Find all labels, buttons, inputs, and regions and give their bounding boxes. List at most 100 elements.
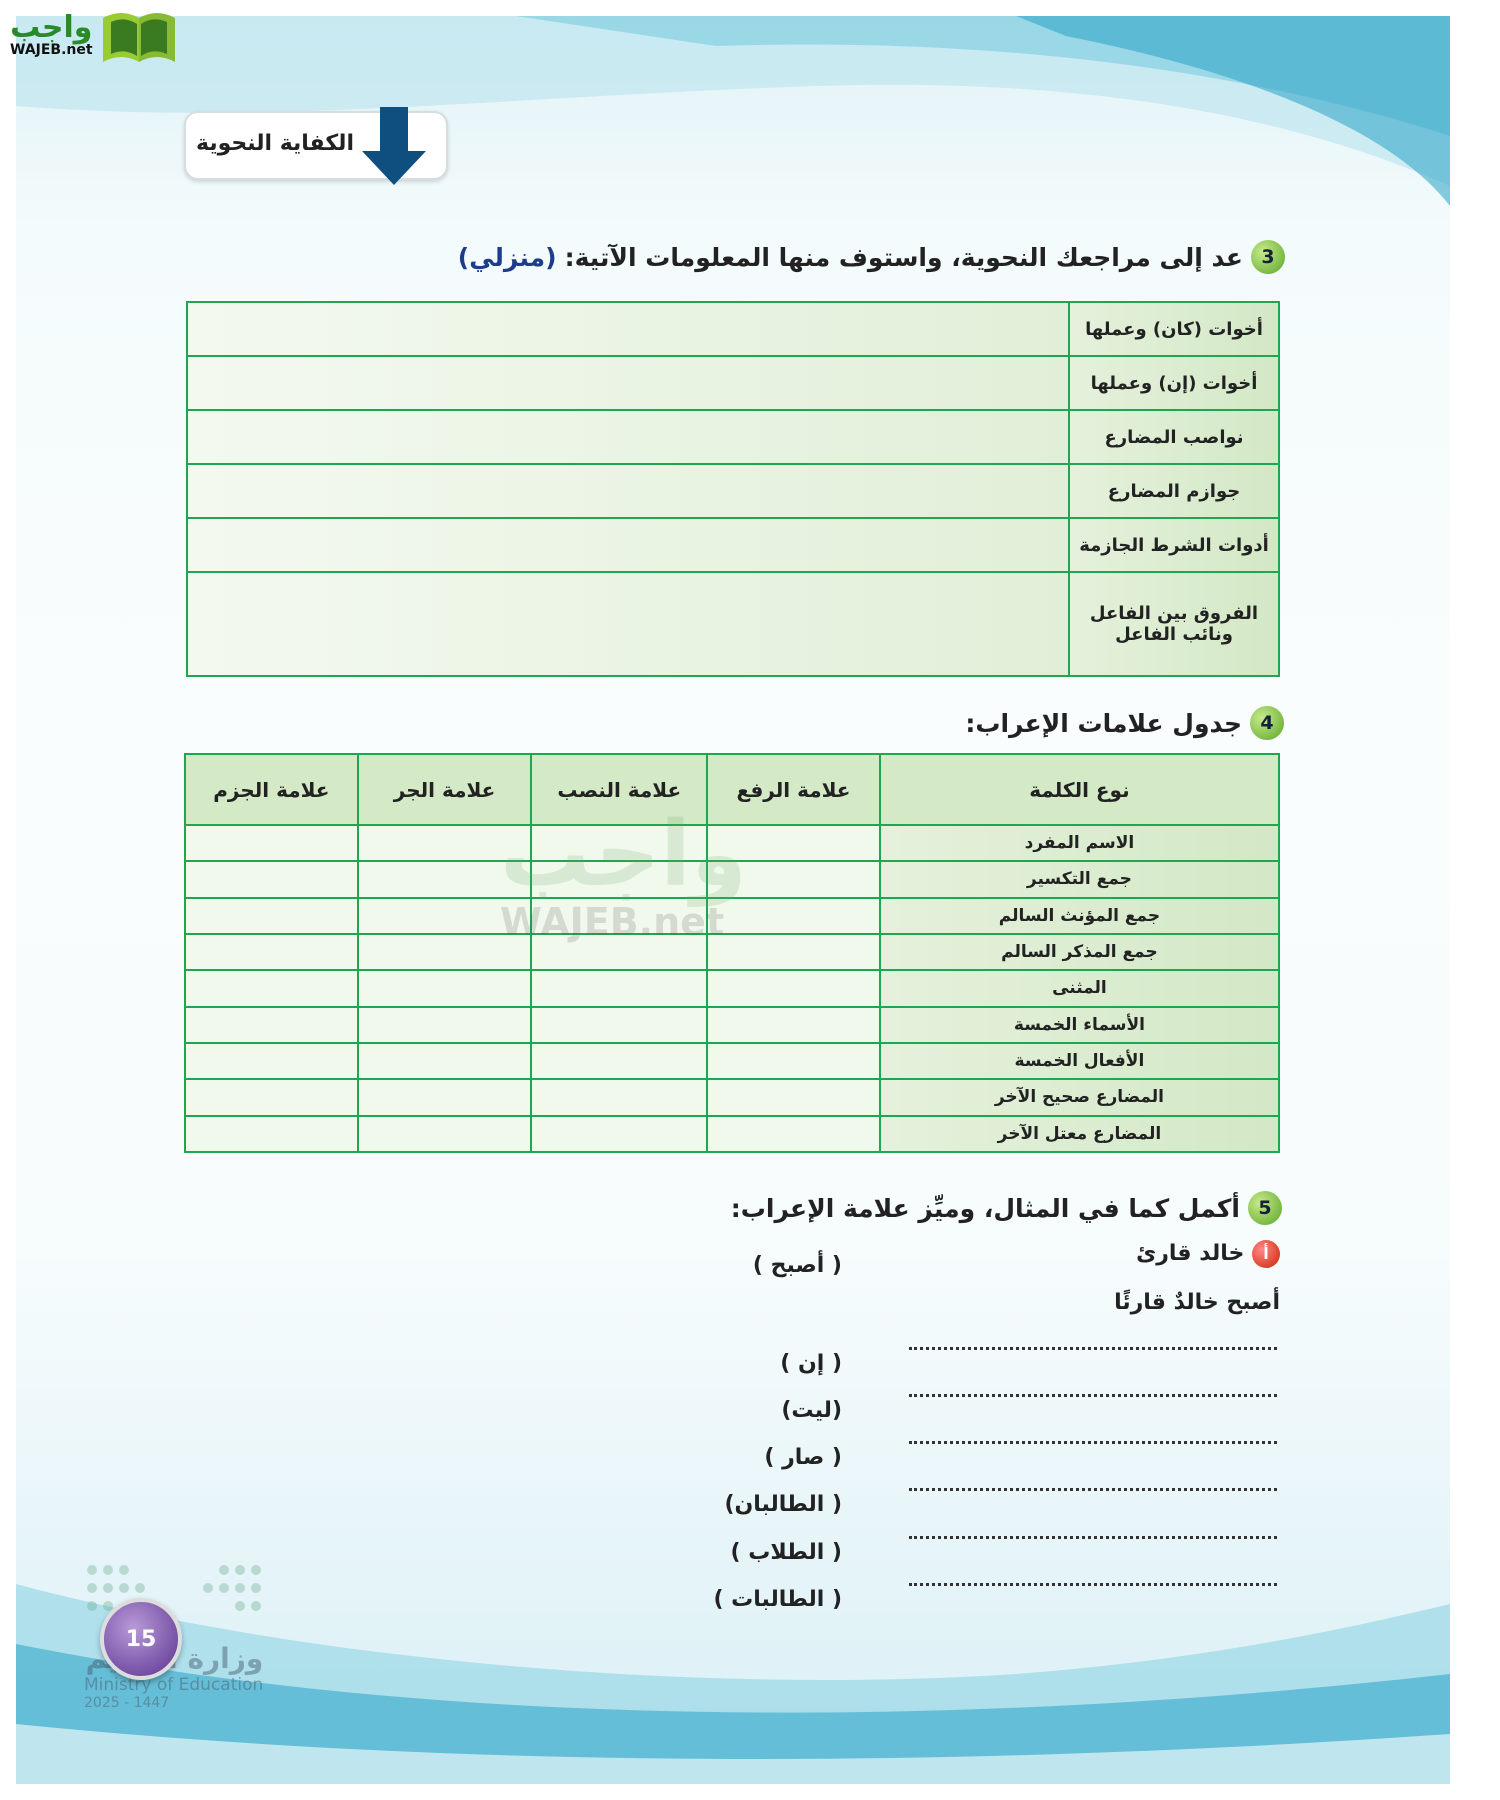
answer-cell[interactable]: [356, 823, 533, 863]
answer-cell[interactable]: [706, 969, 881, 1008]
option-label: (ليت): [781, 1398, 842, 1423]
question-3-text: عد إلى مراجعك النحوية، واستوف منها المعل…: [564, 242, 1243, 272]
column-header: علامة الجزم: [184, 753, 359, 826]
word-type-cell: الأفعال الخمسة: [878, 1041, 1281, 1081]
example-option: ( أصبح ): [752, 1253, 842, 1278]
answer-cell[interactable]: [530, 860, 709, 899]
question-number-badge: 3: [1251, 240, 1285, 274]
answer-line[interactable]: [909, 1347, 1277, 1350]
answer-cell[interactable]: [184, 1114, 359, 1154]
answer-cell[interactable]: [184, 969, 359, 1008]
answer-line[interactable]: [909, 1536, 1277, 1539]
option-label: ( صار ): [764, 1445, 842, 1470]
answer-cell[interactable]: [356, 1005, 533, 1044]
answer-cell[interactable]: [186, 571, 1070, 677]
answer-cell[interactable]: [186, 300, 1070, 358]
watermark: واجب WAJEB.net: [500, 802, 747, 945]
answer-cell[interactable]: [530, 1041, 709, 1081]
word-type-cell: جمع المؤنث السالم: [878, 896, 1281, 935]
homework-tag: (منزلي): [457, 242, 557, 272]
answer-line[interactable]: [909, 1441, 1277, 1444]
answer-cell[interactable]: [186, 409, 1070, 466]
table-row: نواصب المضارع: [186, 409, 1280, 466]
table-row: جمع المؤنث السالم: [184, 896, 1281, 935]
bottom-wave-decoration: [16, 1584, 1450, 1784]
answer-cell[interactable]: [530, 1005, 709, 1044]
ministry-logo-dots: [87, 1565, 261, 1611]
word-type-cell: المضارع معتل الآخر: [878, 1114, 1281, 1154]
grammar-info-table: أخوات (كان) وعملها أخوات (إن) وعملها نواصب…: [186, 300, 1280, 677]
question-4-text: جدول علامات الإعراب:: [965, 708, 1242, 738]
answer-cell[interactable]: [706, 1005, 881, 1044]
example-sentence: أ خالد قارئ: [1136, 1240, 1280, 1268]
answer-cell[interactable]: [706, 1078, 881, 1117]
answer-cell[interactable]: [530, 823, 709, 863]
wajeb-logo: واجب WAJEB.net: [10, 4, 179, 66]
answer-cell[interactable]: [186, 517, 1070, 574]
question-4-heading: 4 جدول علامات الإعراب:: [965, 706, 1284, 740]
logo-text-ar: واجب: [10, 10, 93, 45]
answer-cell[interactable]: [706, 932, 881, 972]
inflection-marks-table: نوع الكلمة علامة الرفع علامة النصب علامة ال…: [184, 753, 1281, 1154]
answer-cell[interactable]: [530, 896, 709, 935]
answer-cell[interactable]: [706, 1114, 881, 1154]
word-type-cell: جمع المذكر السالم: [878, 932, 1281, 972]
word-type-cell: الأسماء الخمسة: [878, 1005, 1281, 1044]
answer-line[interactable]: [909, 1583, 1277, 1586]
answer-cell[interactable]: [530, 969, 709, 1008]
column-header: علامة الجر: [356, 753, 533, 826]
answer-cell[interactable]: [356, 1114, 533, 1154]
item-letter-badge: أ: [1252, 1240, 1280, 1268]
answer-cell[interactable]: [356, 969, 533, 1008]
answer-cell[interactable]: [530, 1114, 709, 1154]
table-row: المضارع صحيح الآخر: [184, 1078, 1281, 1117]
answer-line[interactable]: [909, 1394, 1277, 1397]
table-row: أدوات الشرط الجازمة: [186, 517, 1280, 574]
answer-cell[interactable]: [356, 860, 533, 899]
answer-cell[interactable]: [356, 1078, 533, 1117]
question-number-badge: 5: [1248, 1191, 1282, 1225]
column-header: نوع الكلمة: [878, 753, 1281, 826]
word-type-cell: المثنى: [878, 969, 1281, 1008]
option-label: ( إن ): [780, 1351, 842, 1376]
ministry-name-en: Ministry of Education: [84, 1675, 264, 1695]
answer-line[interactable]: [909, 1488, 1277, 1491]
answer-cell[interactable]: [356, 1041, 533, 1081]
answer-cell[interactable]: [530, 932, 709, 972]
answer-cell[interactable]: [356, 896, 533, 935]
word-type-cell: الاسم المفرد: [878, 823, 1281, 863]
question-5-text: أكمل كما في المثال، وميِّز علامة الإعراب…: [730, 1193, 1240, 1223]
table-row: الأسماء الخمسة: [184, 1005, 1281, 1044]
answer-cell[interactable]: [706, 1041, 881, 1081]
row-label: نواصب المضارع: [1068, 409, 1280, 466]
question-5-heading: 5 أكمل كما في المثال، وميِّز علامة الإعر…: [731, 1191, 1282, 1225]
table-row: أخوات (إن) وعملها: [186, 355, 1280, 412]
table-row: جمع التكسير: [184, 860, 1281, 899]
answer-cell[interactable]: [186, 355, 1070, 412]
example-text: خالد قارئ: [1136, 1241, 1245, 1266]
answer-cell[interactable]: [184, 1041, 359, 1081]
arrow-down-icon: [362, 107, 426, 185]
column-header: علامة الرفع: [706, 753, 881, 826]
logo-text-en: WAJEB.net: [10, 42, 93, 58]
answer-cell[interactable]: [184, 823, 359, 863]
answer-cell[interactable]: [184, 1078, 359, 1117]
answer-cell[interactable]: [186, 463, 1070, 520]
word-type-cell: جمع التكسير: [878, 860, 1281, 899]
answer-cell[interactable]: [184, 896, 359, 935]
column-header: علامة النصب: [530, 753, 709, 826]
table-row: جوازم المضارع: [186, 463, 1280, 520]
answer-cell[interactable]: [706, 896, 881, 935]
year-label: 2025 - 1447: [84, 1695, 170, 1711]
answer-cell[interactable]: [184, 1005, 359, 1044]
table-row: المثنى: [184, 969, 1281, 1008]
answer-cell[interactable]: [706, 860, 881, 899]
row-label: جوازم المضارع: [1068, 463, 1280, 520]
row-label: أخوات (إن) وعملها: [1068, 355, 1280, 412]
answer-cell[interactable]: [706, 823, 881, 863]
answer-cell[interactable]: [530, 1078, 709, 1117]
answer-cell[interactable]: [356, 932, 533, 972]
row-label: أدوات الشرط الجازمة: [1068, 517, 1280, 574]
answer-cell[interactable]: [184, 860, 359, 899]
answer-cell[interactable]: [184, 932, 359, 972]
